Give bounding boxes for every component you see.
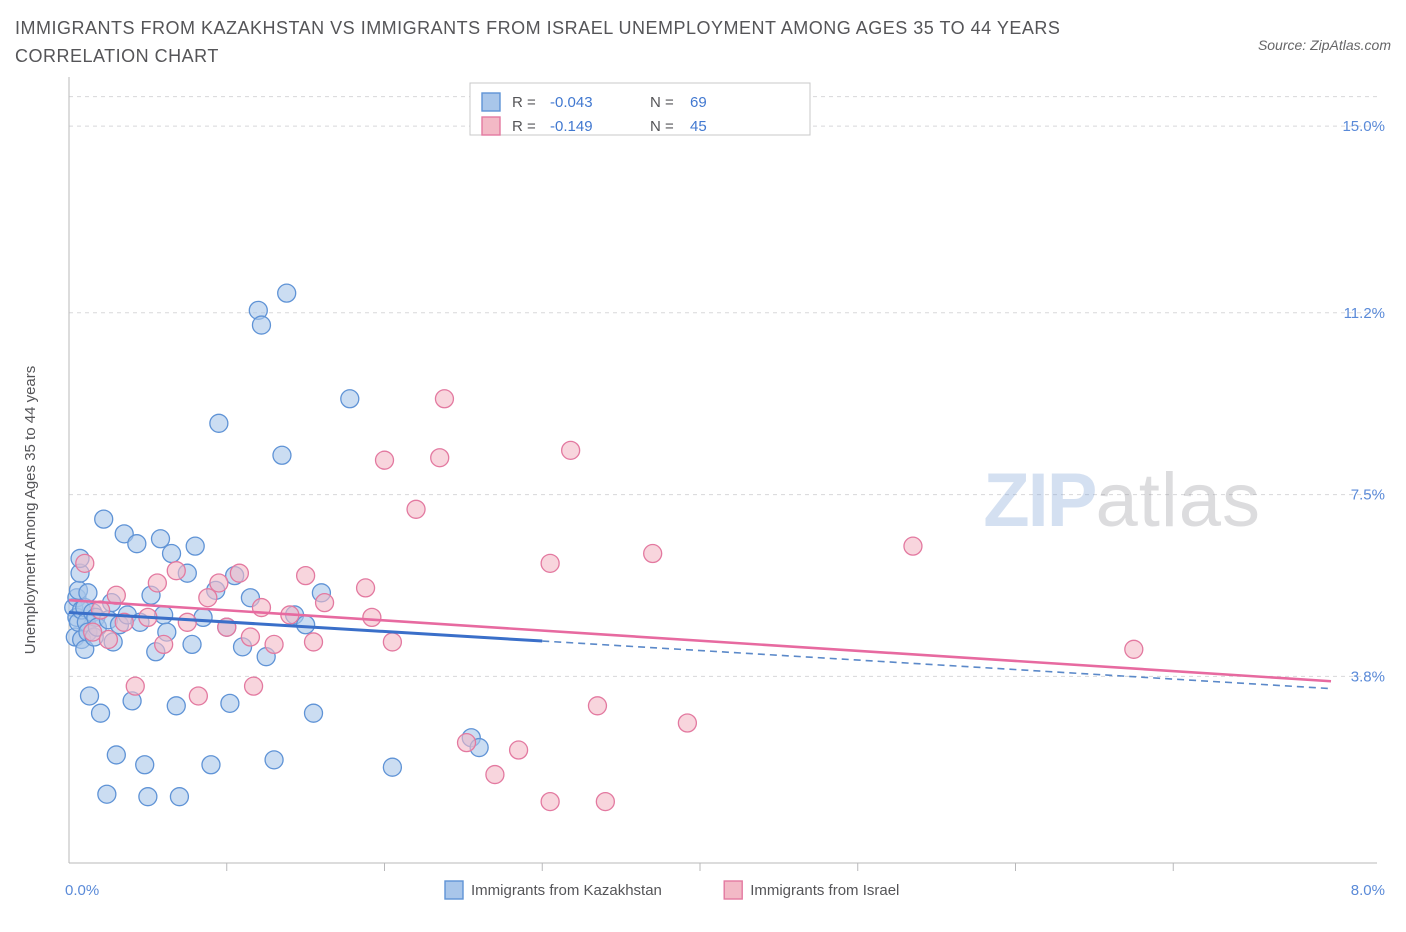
x-min-label: 0.0% bbox=[65, 882, 99, 899]
data-point bbox=[128, 534, 146, 552]
legend-n-label: N = bbox=[650, 118, 674, 135]
data-point bbox=[486, 765, 504, 783]
y-axis-label: Unemployment Among Ages 35 to 44 years bbox=[22, 366, 39, 655]
series-legend-swatch bbox=[445, 881, 463, 899]
data-point bbox=[431, 449, 449, 467]
chart-container: 3.8% 7.5% 11.2% 15.0% 0.0% 8.0% Unemployment A… bbox=[15, 77, 1391, 917]
data-point bbox=[107, 746, 125, 764]
data-point bbox=[383, 758, 401, 776]
series-legend-label: Immigrants from Kazakhstan bbox=[471, 882, 662, 899]
data-point bbox=[199, 589, 217, 607]
legend-n-label: N = bbox=[650, 94, 674, 111]
legend-n-value: 45 bbox=[690, 118, 707, 135]
series-israel bbox=[76, 390, 1143, 811]
data-point bbox=[98, 785, 116, 803]
data-point bbox=[136, 756, 154, 774]
data-point bbox=[297, 616, 315, 634]
data-point bbox=[305, 633, 323, 651]
y-tick-label: 15.0% bbox=[1342, 118, 1385, 135]
data-point bbox=[376, 451, 394, 469]
data-point bbox=[265, 751, 283, 769]
trend-line-kazakhstan-extrapolated bbox=[542, 641, 1331, 689]
data-point bbox=[221, 694, 239, 712]
chart-source: Source: ZipAtlas.com bbox=[1258, 15, 1391, 53]
data-point bbox=[904, 537, 922, 555]
series-legend-label: Immigrants from Israel bbox=[750, 882, 899, 899]
data-point bbox=[230, 564, 248, 582]
data-point bbox=[189, 687, 207, 705]
data-point bbox=[265, 635, 283, 653]
data-point bbox=[99, 630, 117, 648]
legend-swatch bbox=[482, 117, 500, 135]
x-max-label: 8.0% bbox=[1351, 882, 1385, 899]
data-point bbox=[510, 741, 528, 759]
data-point bbox=[273, 446, 291, 464]
legend-r-value: -0.043 bbox=[550, 94, 593, 111]
data-point bbox=[81, 687, 99, 705]
series-legend-swatch bbox=[724, 881, 742, 899]
data-point bbox=[278, 284, 296, 302]
data-point bbox=[1125, 640, 1143, 658]
data-point bbox=[316, 593, 334, 611]
data-point bbox=[178, 613, 196, 631]
data-point bbox=[245, 677, 263, 695]
data-point bbox=[148, 574, 166, 592]
data-point bbox=[79, 584, 97, 602]
data-point bbox=[357, 579, 375, 597]
data-point bbox=[170, 787, 188, 805]
y-tick-label: 7.5% bbox=[1351, 486, 1385, 503]
data-point bbox=[363, 608, 381, 626]
correlation-scatter-chart: 3.8% 7.5% 11.2% 15.0% 0.0% 8.0% Unemployment A… bbox=[15, 77, 1391, 917]
data-point bbox=[596, 792, 614, 810]
data-point bbox=[297, 566, 315, 584]
data-point bbox=[139, 787, 157, 805]
data-point bbox=[341, 390, 359, 408]
data-point bbox=[183, 635, 201, 653]
data-point bbox=[76, 554, 94, 572]
data-point bbox=[541, 792, 559, 810]
data-point bbox=[202, 756, 220, 774]
y-tick-label: 11.2% bbox=[1344, 305, 1385, 322]
legend-r-value: -0.149 bbox=[550, 118, 593, 135]
data-point bbox=[435, 390, 453, 408]
legend-r-label: R = bbox=[512, 118, 536, 135]
data-point bbox=[210, 574, 228, 592]
data-point bbox=[588, 697, 606, 715]
data-point bbox=[383, 633, 401, 651]
data-point bbox=[252, 316, 270, 334]
series-kazakhstan bbox=[65, 284, 488, 806]
data-point bbox=[241, 628, 259, 646]
data-point bbox=[562, 441, 580, 459]
data-point bbox=[458, 733, 476, 751]
data-point bbox=[163, 544, 181, 562]
data-point bbox=[305, 704, 323, 722]
legend-swatch bbox=[482, 93, 500, 111]
data-point bbox=[151, 530, 169, 548]
data-point bbox=[126, 677, 144, 695]
data-point bbox=[541, 554, 559, 572]
data-point bbox=[186, 537, 204, 555]
data-point bbox=[92, 704, 110, 722]
data-point bbox=[155, 635, 173, 653]
data-point bbox=[644, 544, 662, 562]
chart-title: IMMIGRANTS FROM KAZAKHSTAN VS IMMIGRANTS… bbox=[15, 15, 1145, 71]
data-point bbox=[95, 510, 113, 528]
data-point bbox=[678, 714, 696, 732]
data-point bbox=[210, 414, 228, 432]
legend-n-value: 69 bbox=[690, 94, 707, 111]
data-point bbox=[167, 697, 185, 715]
y-tick-label: 3.8% bbox=[1351, 668, 1385, 685]
data-point bbox=[407, 500, 425, 518]
legend-r-label: R = bbox=[512, 94, 536, 111]
data-point bbox=[155, 606, 173, 624]
data-point bbox=[167, 561, 185, 579]
